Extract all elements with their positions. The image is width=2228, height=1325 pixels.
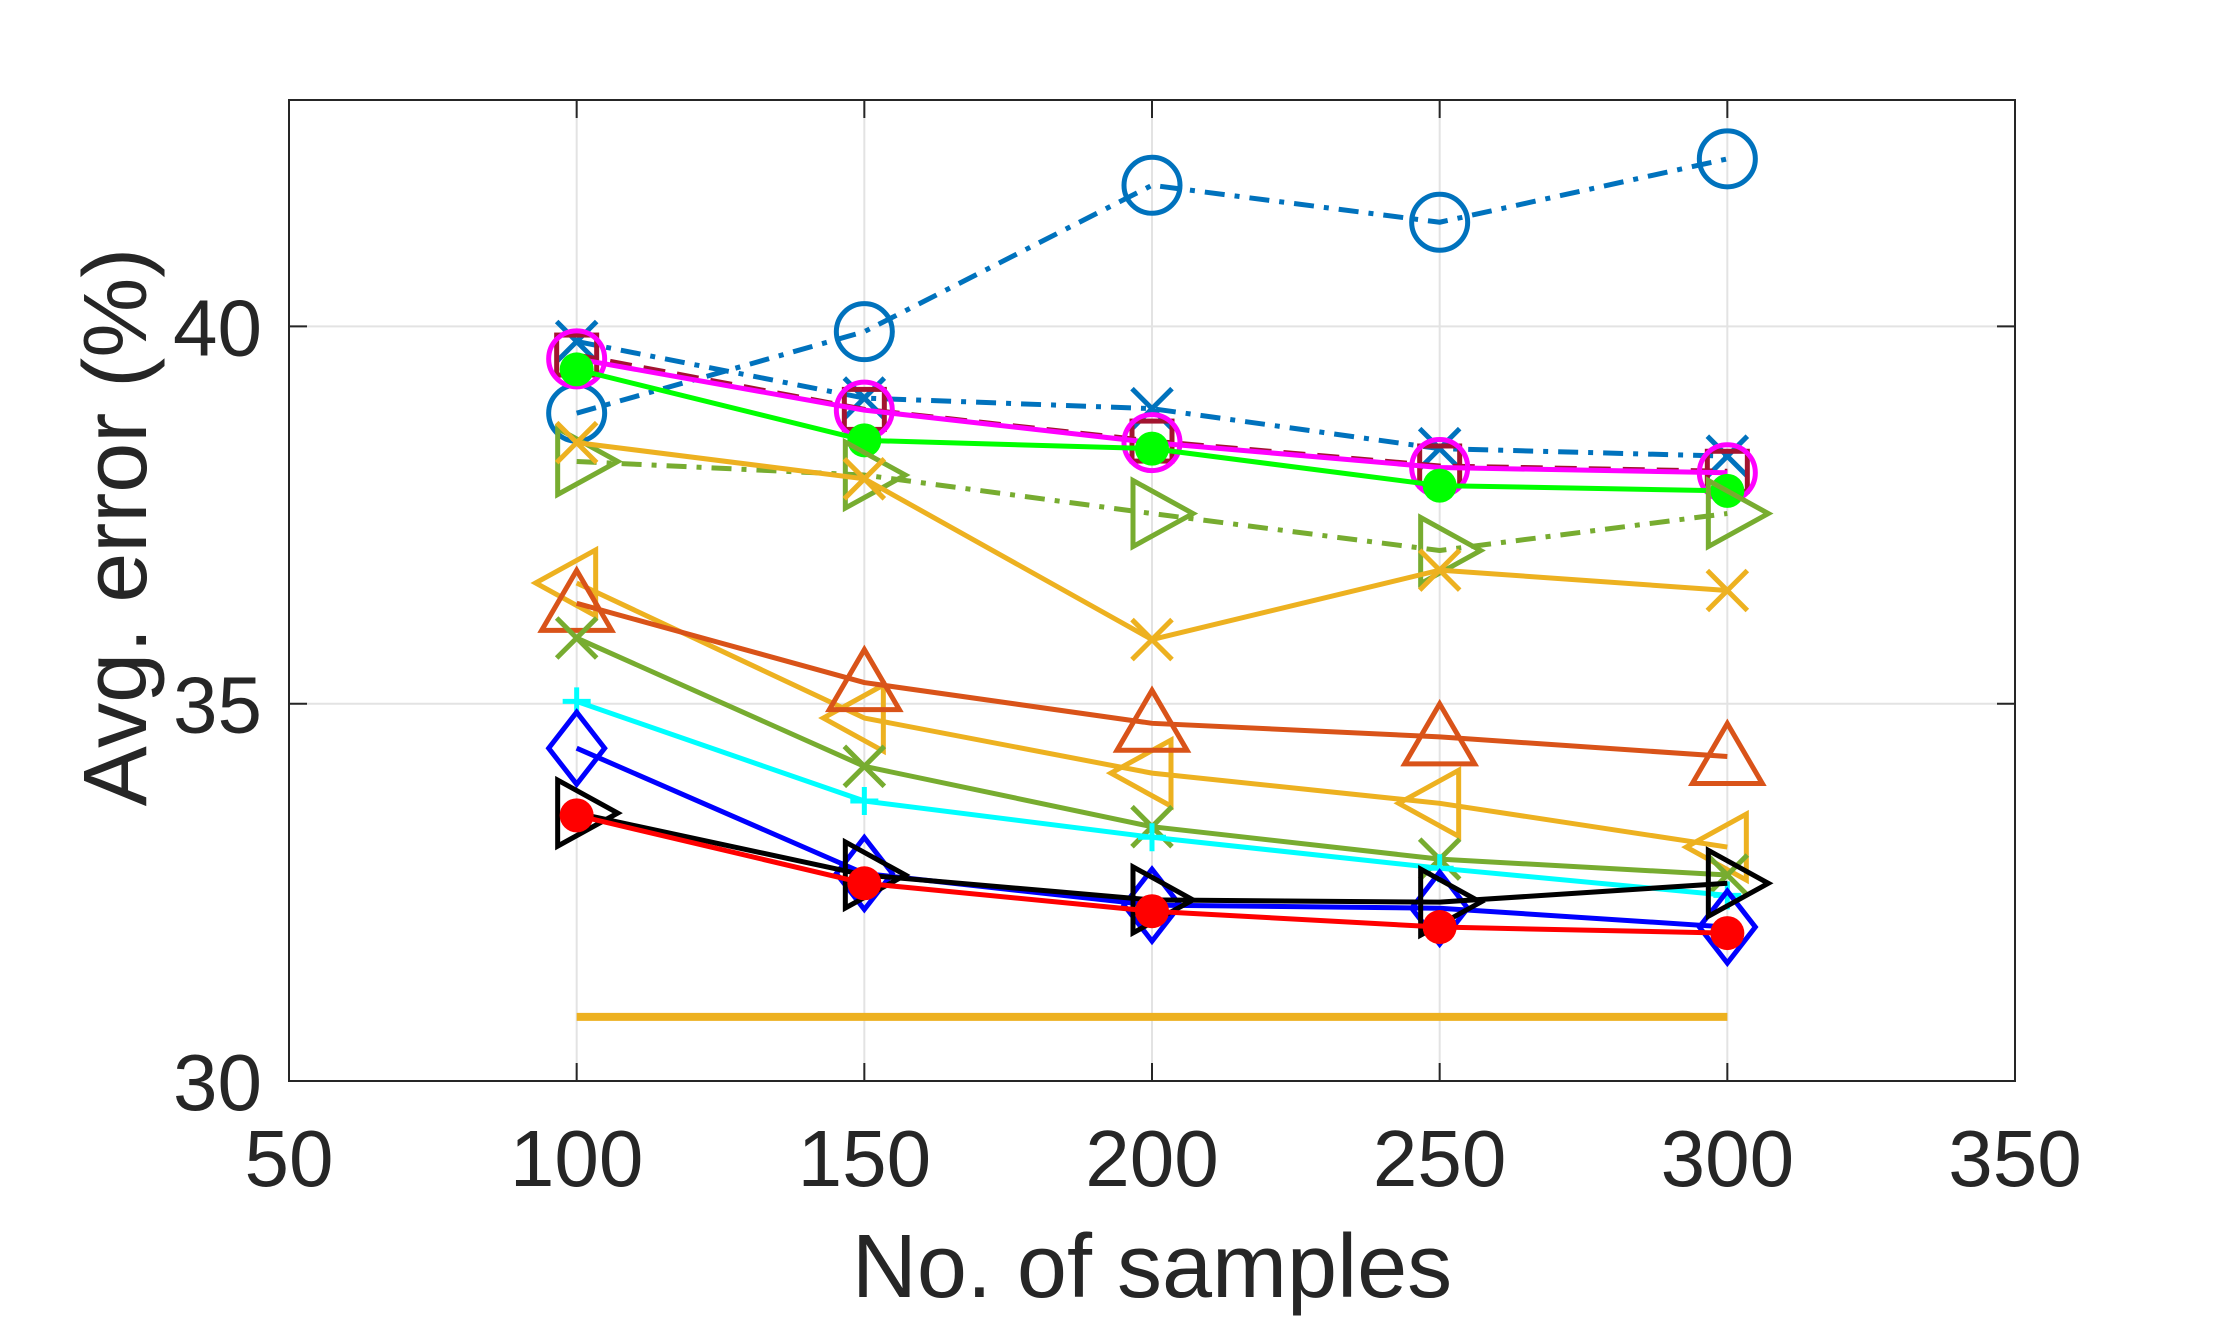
data-point-x [554, 319, 599, 364]
data-point-x [842, 457, 887, 501]
data-point-x [1417, 426, 1462, 471]
x-axis-label: No. of samples [852, 1217, 1452, 1317]
data-point-x [1130, 617, 1174, 662]
data-point-x [1417, 548, 1462, 592]
grid-lines [289, 100, 2015, 1081]
data-point-plus [1138, 823, 1166, 852]
data-point-triangle-up [1112, 685, 1192, 753]
data-point-triangle-right [1705, 846, 1774, 921]
data-point-triangle-left [818, 680, 886, 756]
data-point-triangle-right [1705, 476, 1774, 551]
data-point-triangle-right [555, 775, 623, 851]
data-point-triangle-up [537, 565, 617, 633]
data-point-x [554, 420, 599, 465]
x-tick-label: 200 [1085, 1114, 1218, 1203]
y-tick-label: 30 [173, 1038, 262, 1127]
data-point-plus [850, 787, 879, 816]
axis-ticks [288, 100, 2016, 1082]
y-tick-labels: 30 35 40 [173, 283, 262, 1127]
data-point-circle [1121, 154, 1183, 216]
data-point-circle [546, 328, 608, 390]
data-point-dot [1710, 916, 1745, 951]
series-line [576, 600, 1728, 760]
series-9 [537, 565, 1767, 787]
data-point-dot [559, 352, 594, 387]
data-point-triangle-up [1687, 718, 1767, 787]
data-point-dot [1135, 431, 1169, 466]
data-point-triangle-left [530, 545, 599, 621]
y-tick-label: 35 [173, 661, 262, 750]
data-point-circle [833, 301, 895, 363]
data-point-dot [847, 866, 882, 901]
series-line [576, 458, 1728, 554]
x-tick-label: 50 [245, 1114, 334, 1203]
x-tick-label: 350 [1948, 1114, 2081, 1203]
data-point-dot [1135, 894, 1169, 929]
series-2 [554, 319, 1750, 478]
series-14 [559, 798, 1745, 951]
data-point-circle [1121, 412, 1183, 474]
y-tick-label: 40 [173, 283, 262, 372]
data-point-triangle-left [1393, 766, 1462, 841]
data-point-x [1705, 568, 1750, 613]
x-tick-labels: 50 100 150 200 250 300 350 [245, 1114, 2082, 1203]
x-tick-label: 150 [798, 1114, 931, 1203]
data-point-triangle-up [1400, 698, 1480, 767]
series-1 [546, 128, 1758, 444]
data-point-x [1705, 434, 1750, 478]
x-tick-label: 300 [1661, 1114, 1794, 1203]
data-point-x [1705, 853, 1750, 897]
data-point-circle [1696, 128, 1758, 190]
series-line [575, 156, 1728, 416]
data-point-circle [1409, 191, 1471, 253]
data-point-dot [1422, 910, 1457, 945]
series-layer [530, 128, 1774, 1021]
series-7 [554, 420, 1750, 662]
data-point-triangle-right [1130, 476, 1199, 551]
series-line [576, 339, 1728, 459]
data-point-triangle-up [824, 644, 904, 713]
x-tick-label: 250 [1373, 1114, 1506, 1203]
data-point-dot [1422, 468, 1457, 503]
data-point-x [554, 616, 599, 660]
data-point-x [842, 744, 887, 789]
y-axis-label: Avg. error (%) [66, 248, 166, 806]
series-line [575, 580, 1728, 850]
data-point-dot [559, 798, 594, 833]
x-tick-label: 100 [510, 1114, 643, 1203]
data-point-triangle-left [1105, 735, 1174, 811]
data-point-diamond [545, 708, 608, 789]
